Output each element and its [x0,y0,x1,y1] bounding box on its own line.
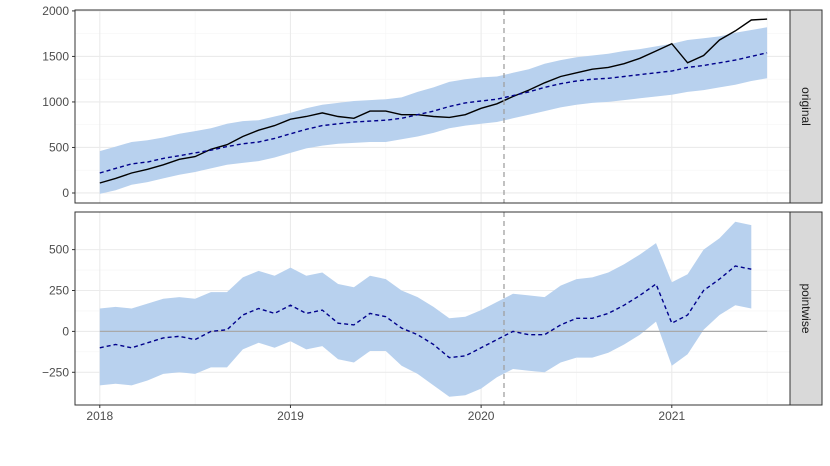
facet-strip-label: pointwise [799,283,813,333]
x-tick-label: 2018 [86,409,113,423]
x-tick-label: 2019 [277,409,304,423]
panel-pointwise: pointwise −250 0 250 500 [42,211,823,406]
facet-strip [789,211,823,406]
panel-original: original 0 500 1000 1500 2000 [42,4,823,204]
panel-data [99,18,768,194]
panel-data [99,221,768,397]
x-tick-label: 2020 [468,409,495,423]
y-tick-label: −250 [42,365,69,379]
confidence-band [99,221,752,397]
x-tick-label: 2021 [658,409,685,423]
pointwise-effect-line [99,265,752,359]
y-tick-label: 1000 [42,95,69,109]
y-tick-label: 0 [62,324,69,338]
y-tick-label: 0 [62,186,69,200]
y-tick-label: 2000 [42,4,69,18]
y-tick-label: 1500 [42,49,69,63]
y-tick-label: 500 [49,243,69,257]
y-tick-label: 500 [49,140,69,154]
observed-line [99,18,768,184]
facet-strip-label: original [799,87,813,126]
predicted-line [99,52,768,174]
facet-strip [789,9,823,204]
y-tick-label: 250 [49,284,69,298]
